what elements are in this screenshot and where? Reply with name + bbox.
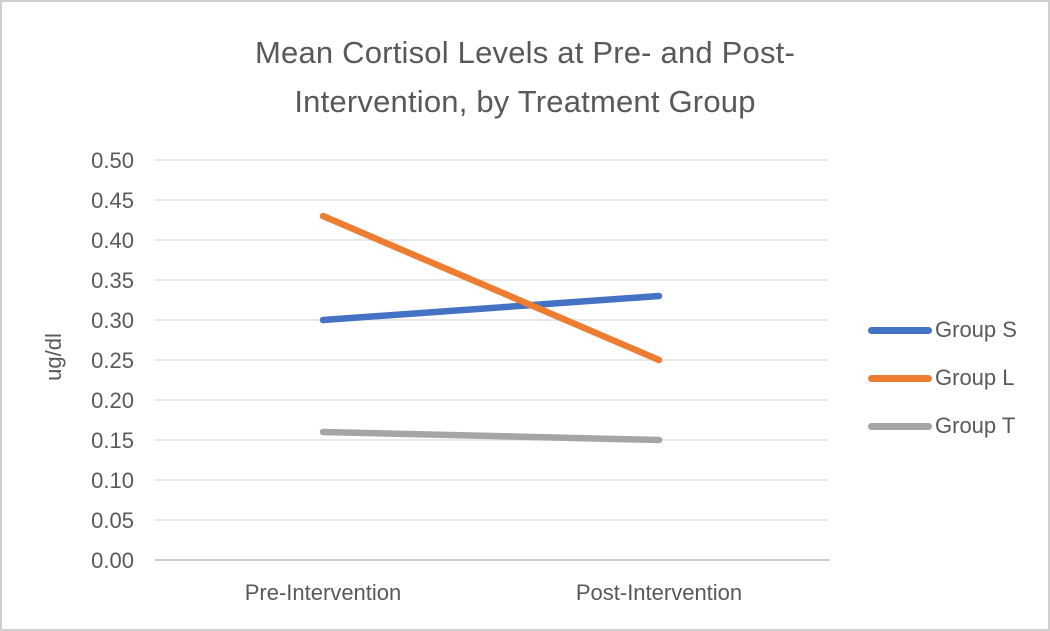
y-tick-label: 0.45 — [91, 188, 134, 213]
y-tick-label: 0.25 — [91, 348, 134, 373]
series-line-group-s — [319, 292, 663, 324]
y-tick-label: 0.35 — [91, 268, 134, 293]
y-tick-label: 0.05 — [91, 508, 134, 533]
legend-swatch-group-l — [868, 374, 932, 382]
y-tick-label: 0.15 — [91, 428, 134, 453]
legend-swatch-group-s — [868, 326, 932, 334]
legend-label-group-t: Group T — [935, 413, 1016, 438]
x-tick-label: Pre-Intervention — [245, 580, 402, 605]
legend-swatch-group-t — [868, 422, 932, 430]
y-tick-label: 0.20 — [91, 388, 134, 413]
legend-label-group-l: Group L — [935, 365, 1015, 390]
chart-title-line1: Mean Cortisol Levels at Pre- and Post- — [254, 35, 795, 70]
legend-item-group-t: Group T — [868, 412, 1017, 440]
x-tick-label: Post-Intervention — [576, 580, 742, 605]
chart-title: Mean Cortisol Levels at Pre- and Post- I… — [2, 28, 1048, 126]
series-line-group-t — [319, 428, 663, 444]
legend-item-group-l: Group L — [868, 364, 1017, 392]
y-tick-label: 0.40 — [91, 228, 134, 253]
legend: Group S Group L Group T — [868, 316, 1017, 440]
y-tick-label: 0.10 — [91, 468, 134, 493]
legend-label-group-s: Group S — [935, 317, 1017, 342]
chart-title-line2: Intervention, by Treatment Group — [294, 84, 756, 119]
y-tick-label: 0.30 — [91, 308, 134, 333]
y-tick-label: 0.00 — [91, 548, 134, 573]
series-line-group-l — [319, 212, 663, 364]
legend-item-group-s: Group S — [868, 316, 1017, 344]
y-tick-label: 0.50 — [91, 148, 134, 173]
